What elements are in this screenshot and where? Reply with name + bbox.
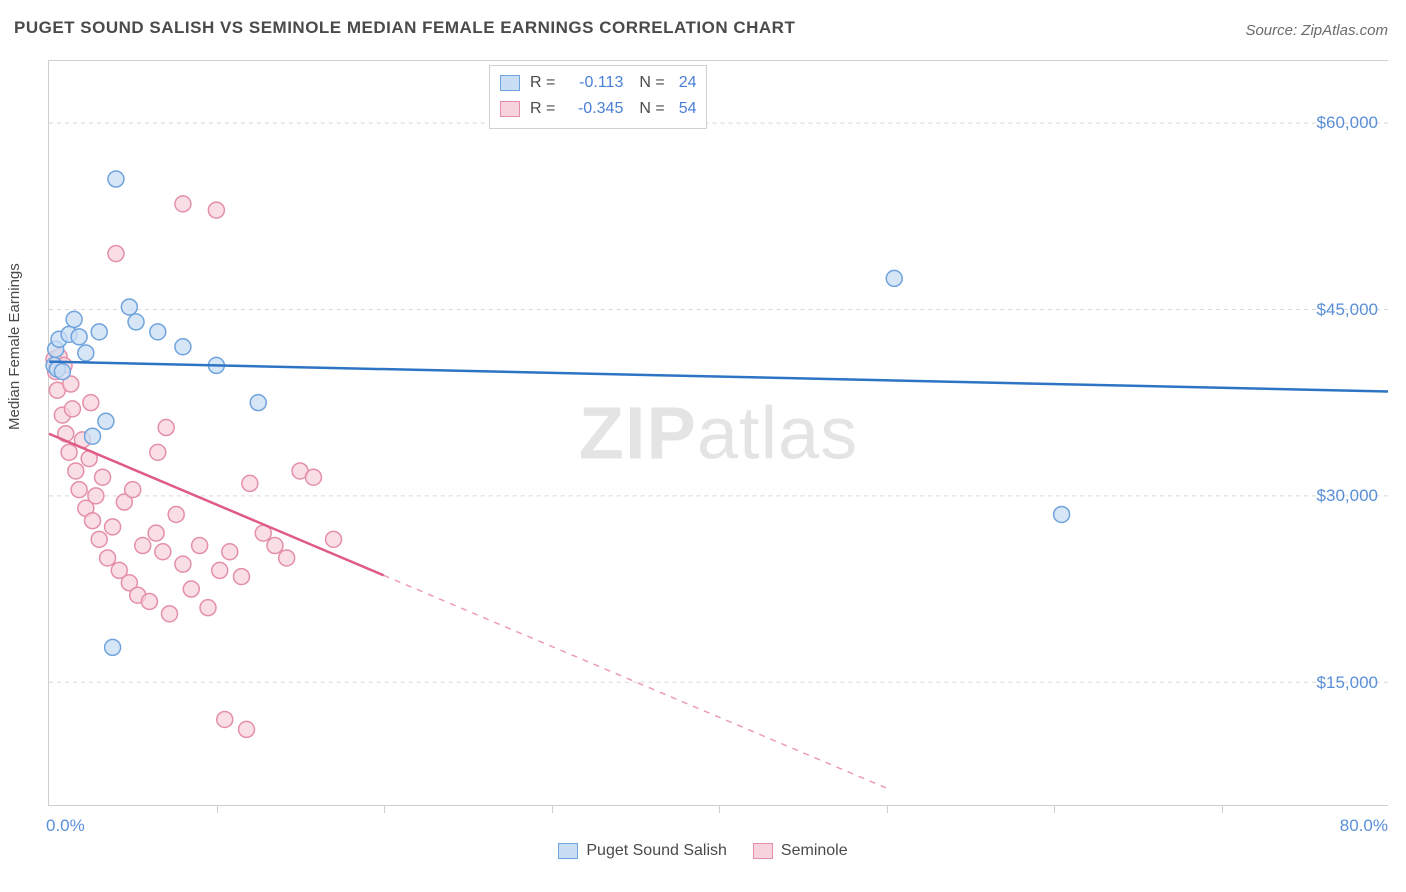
series-legend: Puget Sound Salish Seminole: [0, 842, 1406, 860]
r-label: R =: [530, 74, 555, 92]
n-value: 24: [679, 74, 697, 92]
correlation-legend-row: R = -0.345 N = 54: [500, 96, 696, 122]
x-tick: [719, 805, 720, 813]
x-tick: [552, 805, 553, 813]
legend-label: Puget Sound Salish: [586, 842, 727, 860]
legend-swatch: [500, 75, 520, 91]
n-label: N =: [639, 100, 664, 118]
legend-item: Seminole: [753, 842, 848, 860]
legend-swatch: [558, 843, 578, 859]
r-label: R =: [530, 100, 555, 118]
x-axis-min-label: 0.0%: [46, 816, 85, 836]
n-value: 54: [679, 100, 697, 118]
x-tick: [1054, 805, 1055, 813]
y-tick-label: $15,000: [1317, 673, 1378, 693]
chart-plot-area: ZIPatlas R =-0.113N =24R =-0.345N =54 $1…: [48, 60, 1388, 806]
legend-label: Seminole: [781, 842, 848, 860]
legend-swatch: [753, 843, 773, 859]
x-tick: [887, 805, 888, 813]
x-tick: [384, 805, 385, 813]
source-attribution: Source: ZipAtlas.com: [1245, 22, 1388, 39]
n-label: N =: [639, 74, 664, 92]
r-value: -0.113: [565, 74, 623, 92]
y-tick-label: $45,000: [1317, 300, 1378, 320]
legend-swatch: [500, 101, 520, 117]
legend-item: Puget Sound Salish: [558, 842, 727, 860]
x-tick: [1222, 805, 1223, 813]
r-value: -0.345: [565, 100, 623, 118]
correlation-legend-row: R = -0.113 N = 24: [500, 70, 696, 96]
scatter-svg: [49, 61, 1388, 806]
y-tick-label: $30,000: [1317, 486, 1378, 506]
x-tick: [217, 805, 218, 813]
correlation-legend: R = -0.113 N = 24 R = -0.345 N = 54: [489, 65, 707, 129]
y-axis-label: Median Female Earnings: [6, 263, 23, 430]
chart-title: PUGET SOUND SALISH VS SEMINOLE MEDIAN FE…: [14, 18, 795, 38]
x-axis-max-label: 80.0%: [1340, 816, 1388, 836]
y-tick-label: $60,000: [1317, 113, 1378, 133]
